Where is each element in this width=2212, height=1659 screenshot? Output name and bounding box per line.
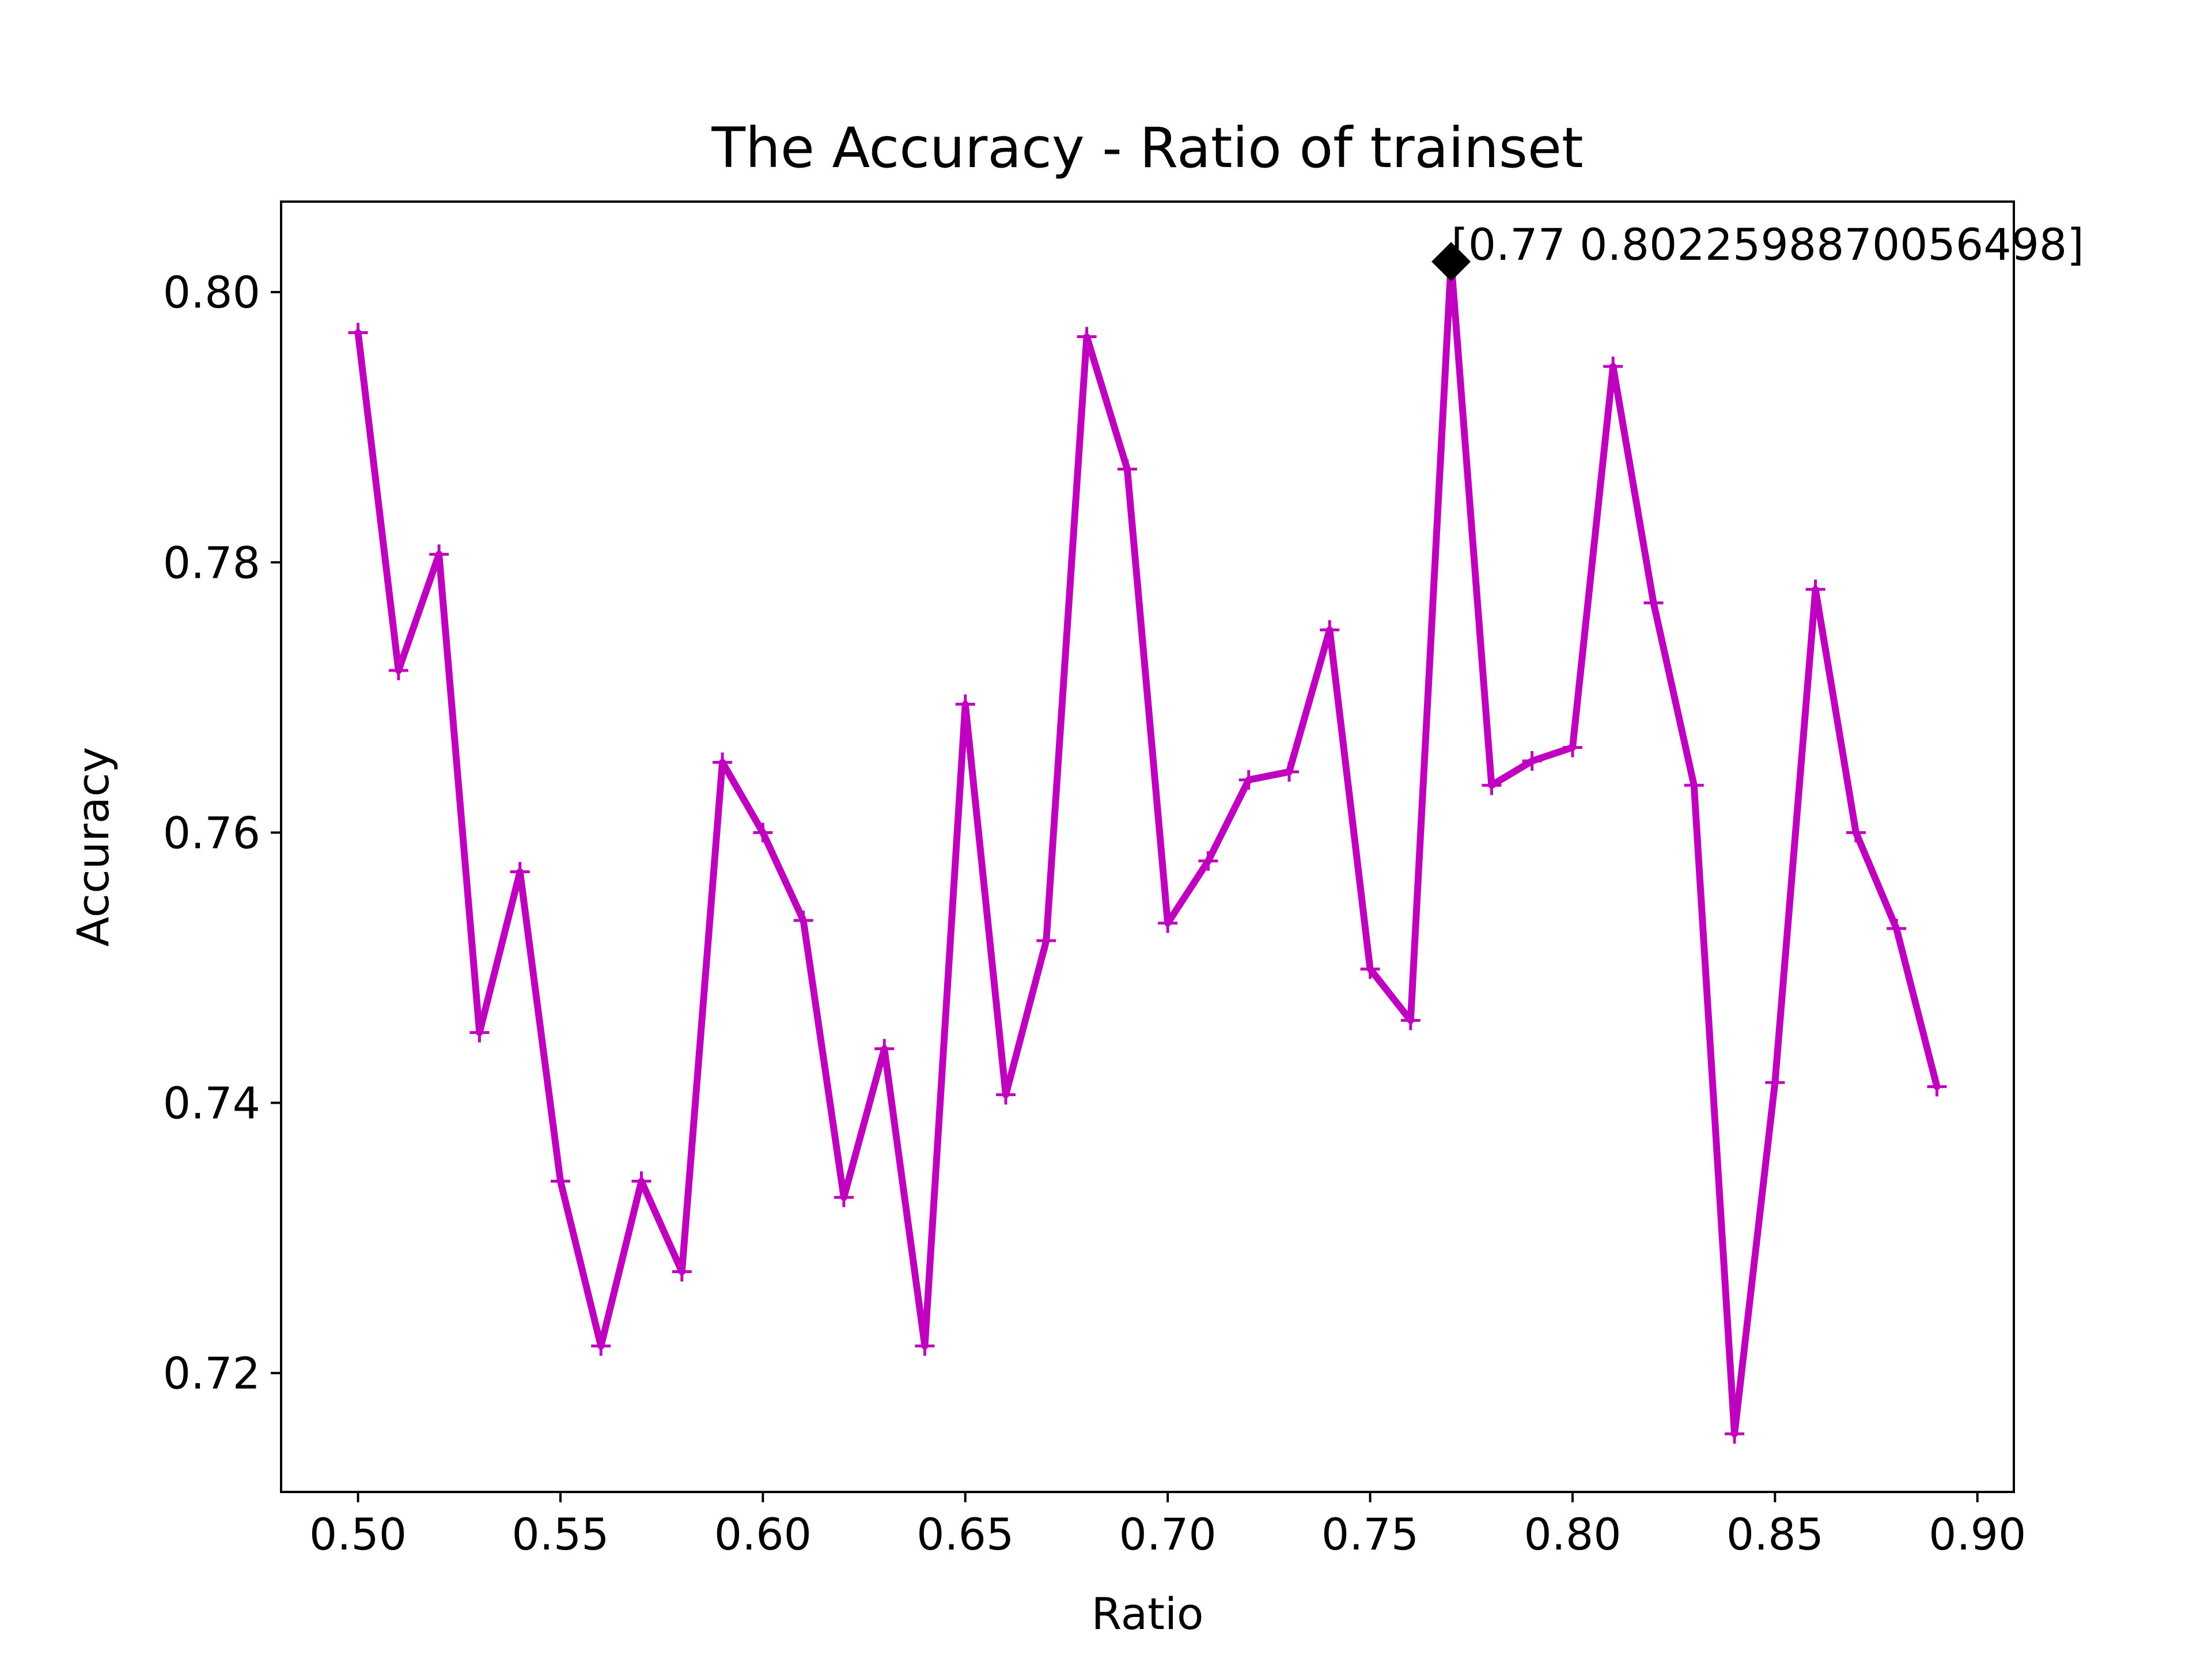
y-axis: 0.72 0.74 0.76 0.78 0.80 bbox=[163, 267, 281, 1399]
data-point bbox=[591, 1336, 611, 1356]
chart-title: The Accuracy - Ratio of trainset bbox=[711, 116, 1583, 180]
data-point bbox=[834, 1187, 854, 1207]
x-tick-label: 0.50 bbox=[309, 1509, 407, 1560]
data-point bbox=[1198, 851, 1218, 871]
x-tick-label: 0.90 bbox=[1929, 1509, 2026, 1560]
max-point-marker bbox=[1431, 242, 1471, 282]
data-point bbox=[996, 1085, 1016, 1105]
data-point bbox=[1725, 1424, 1745, 1444]
data-point bbox=[955, 694, 975, 714]
x-tick-label: 0.65 bbox=[916, 1509, 1014, 1560]
data-point bbox=[1805, 579, 1825, 600]
data-point bbox=[1482, 775, 1502, 796]
data-point bbox=[1562, 737, 1582, 757]
x-axis-label: Ratio bbox=[1091, 1588, 1203, 1639]
x-tick-label: 0.55 bbox=[512, 1509, 609, 1560]
data-point bbox=[672, 1262, 692, 1282]
x-tick-label: 0.80 bbox=[1524, 1509, 1621, 1560]
data-point bbox=[1400, 1010, 1421, 1031]
plot-frame bbox=[280, 200, 2015, 1493]
series-line bbox=[354, 257, 1941, 1438]
data-point bbox=[1846, 823, 1866, 843]
y-axis-label: Accuracy bbox=[67, 747, 119, 947]
data-point bbox=[469, 1022, 490, 1043]
data-point bbox=[1117, 459, 1137, 479]
x-tick-label: 0.60 bbox=[714, 1509, 812, 1560]
x-tick-label: 0.70 bbox=[1119, 1509, 1217, 1560]
data-point bbox=[1036, 931, 1056, 951]
plot-area: [0.77 0.8022598870056498] bbox=[348, 219, 2084, 1444]
y-tick-label: 0.76 bbox=[163, 807, 260, 858]
data-point bbox=[1158, 913, 1178, 933]
data-point bbox=[1765, 1073, 1785, 1093]
data-point bbox=[793, 910, 813, 930]
y-tick-label: 0.74 bbox=[163, 1077, 260, 1128]
x-axis: 0.50 0.55 0.60 0.65 0.70 0.75 0.80 0.85 0.90 bbox=[309, 1492, 2026, 1560]
data-point bbox=[753, 823, 773, 843]
data-point bbox=[1522, 751, 1542, 771]
data-point bbox=[1360, 959, 1380, 979]
x-tick-label: 0.75 bbox=[1321, 1509, 1419, 1560]
data-point bbox=[915, 1336, 935, 1356]
x-tick-label: 0.85 bbox=[1726, 1509, 1824, 1560]
data-point bbox=[1320, 620, 1340, 640]
data-point bbox=[1077, 327, 1097, 347]
data-point bbox=[1603, 357, 1623, 377]
max-point-annotation: [0.77 0.8022598870056498] bbox=[1451, 219, 2084, 270]
data-point bbox=[1684, 775, 1704, 796]
data-point bbox=[631, 1171, 652, 1191]
data-point bbox=[510, 862, 530, 882]
data-point bbox=[1643, 593, 1664, 613]
data-point bbox=[1927, 1077, 1947, 1097]
data-point bbox=[429, 544, 449, 565]
data-point bbox=[874, 1039, 895, 1059]
data-point bbox=[713, 752, 733, 772]
data-point bbox=[1887, 918, 1907, 938]
data-point bbox=[348, 323, 368, 343]
data-point bbox=[1238, 770, 1259, 790]
y-tick-label: 0.78 bbox=[163, 537, 260, 588]
data-point bbox=[550, 1171, 570, 1191]
y-tick-label: 0.80 bbox=[163, 267, 260, 318]
data-point bbox=[388, 660, 408, 680]
y-tick-label: 0.72 bbox=[163, 1348, 260, 1399]
data-point bbox=[1279, 762, 1299, 782]
